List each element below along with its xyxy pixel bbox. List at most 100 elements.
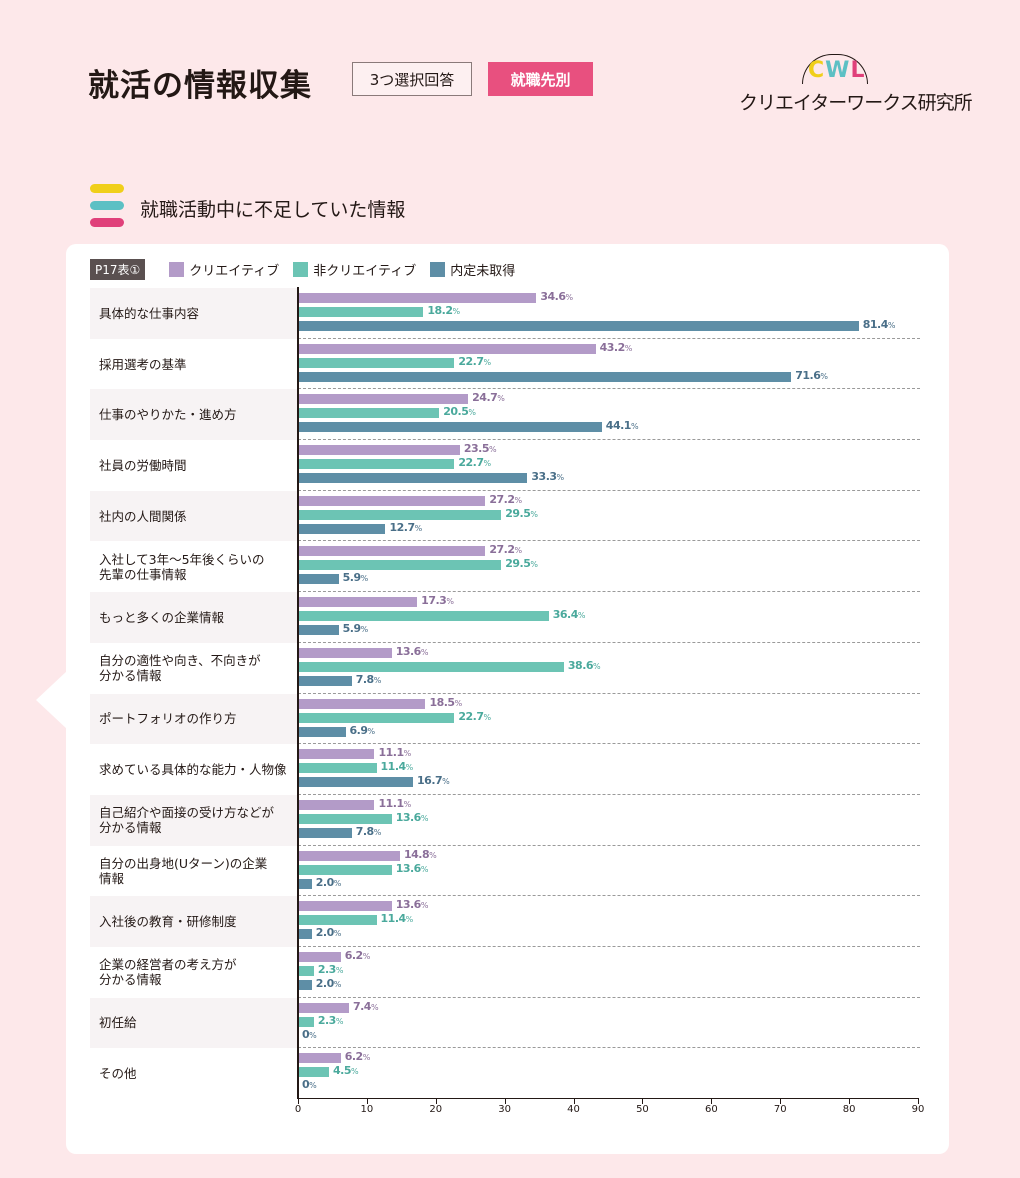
bar (298, 749, 375, 760)
bar (298, 523, 386, 534)
value-label: 7.8% (355, 824, 382, 838)
value-label: 27.2% (489, 543, 522, 557)
section-marker-icon (90, 184, 124, 235)
legend-item-non-creative: 非クリエイティブ (293, 260, 416, 279)
category-label: 仕事のやりかた・進め方 (90, 389, 297, 441)
bar (298, 698, 426, 709)
bar (298, 726, 346, 737)
bar (298, 293, 537, 303)
bar (298, 661, 564, 672)
bar (298, 371, 792, 382)
value-label: 0% (302, 1027, 317, 1041)
value-label: 5.9% (342, 571, 369, 585)
value-label: 11.1% (378, 796, 411, 810)
answer-type-tag: 3つ選択回答 (352, 62, 472, 96)
bar-group: 24.7% 20.5% 44.1% (298, 389, 920, 441)
x-tick-label: 30 (498, 1104, 512, 1115)
value-label: 29.5% (505, 557, 538, 571)
bar-group: 13.6% 38.6% 7.8% (298, 643, 920, 694)
bar (298, 763, 377, 774)
bar-group: 43.2% 22.7% 71.6% (298, 339, 920, 390)
value-label: 2.3% (317, 962, 344, 976)
bar-group: 13.6% 11.4% 2.0% (298, 896, 920, 947)
bar (298, 878, 312, 889)
bar (298, 597, 418, 608)
value-label: 22.7% (458, 456, 491, 470)
bar (298, 850, 400, 861)
value-label: 18.5% (429, 695, 462, 709)
value-label: 2.0% (315, 976, 342, 990)
x-tick-label: 0 (294, 1104, 302, 1115)
bar (298, 546, 486, 557)
value-label: 11.4% (380, 912, 414, 926)
value-label: 2.0% (315, 926, 342, 940)
x-tick-label: 80 (842, 1104, 856, 1115)
value-label: 2.3% (317, 1013, 344, 1027)
x-tick (642, 1099, 644, 1104)
value-label: 44.1% (605, 419, 639, 433)
card-pointer (36, 670, 68, 730)
bar (298, 321, 859, 331)
bar (298, 799, 375, 810)
bar (298, 1053, 341, 1064)
category-label: 入社後の教育・研修制度 (90, 896, 297, 947)
bar (298, 408, 440, 419)
category-label: 初任給 (90, 997, 297, 1049)
category-label: 採用選考の基準 (99, 356, 187, 372)
bar (298, 777, 414, 788)
bar (298, 422, 602, 433)
value-label: 27.2% (489, 492, 522, 506)
x-axis-ticks: 0 10 20 30 40 50 60 70 80 90 (294, 1099, 924, 1119)
bar (298, 965, 314, 976)
bar (298, 357, 455, 368)
cwl-logo: CWL クリエイターワークス研究所 (735, 50, 973, 120)
bar (298, 1002, 349, 1013)
legend-item-creative: クリエイティブ (169, 260, 279, 279)
bar (298, 951, 341, 962)
value-label: 20.5% (443, 405, 476, 419)
teal-bar-icon (90, 201, 124, 210)
bar-group: 27.2% 29.5% 5.9% (298, 541, 920, 593)
bar (298, 473, 528, 484)
value-label: 7.8% (355, 672, 382, 686)
value-label: 22.7% (458, 354, 491, 368)
category-labels: 具体的な仕事内容 採用選考の基準 仕事のやりかた・進め方 社員の労働時間 社内の人間関係… (90, 288, 297, 1099)
category-label: 自分の適性や向き、不向きが 分かる情報 (99, 653, 261, 684)
bar-group: 6.2% 4.5% 0% (298, 1048, 920, 1099)
logo-letters: CWL (808, 58, 866, 83)
value-label: 13.6% (395, 898, 429, 912)
x-tick-label: 20 (429, 1104, 443, 1115)
value-label: 38.6% (567, 658, 601, 672)
category-label: 入社して3年〜5年後くらいの 先輩の仕事情報 (99, 551, 265, 582)
value-label: 36.4% (552, 608, 586, 622)
pink-bar-icon (90, 218, 124, 227)
chart-legend: P17表① クリエイティブ 非クリエイティブ 内定未取得 (90, 259, 529, 280)
value-label: 33.3% (531, 470, 564, 484)
category-label: ポートフォリオの作り方 (90, 693, 297, 745)
legend-swatch-icon (430, 262, 446, 277)
bar (298, 915, 377, 926)
value-label: 6.9% (349, 723, 376, 737)
value-label: 14.8% (403, 847, 437, 861)
y-axis-line (297, 287, 299, 1099)
bar (298, 459, 455, 470)
value-label: 43.2% (599, 340, 633, 354)
bar (298, 625, 339, 636)
value-label: 11.4% (380, 760, 414, 774)
bar-group: 17.3% 36.4% 5.9% (298, 592, 920, 643)
bar (298, 307, 424, 317)
value-label: 12.7% (389, 520, 422, 534)
bar-group: 11.1% 11.4% 16.7% (298, 744, 920, 795)
x-tick (918, 1099, 919, 1104)
bar-plot-area: 34.6% 18.2% 81.4% 43.2% 22.7% 71.6% 24.7% 20.5%… (298, 288, 920, 1099)
value-label: 7.4% (352, 999, 379, 1013)
value-label: 13.6% (395, 810, 429, 824)
x-tick (366, 1099, 368, 1104)
x-tick (711, 1099, 713, 1104)
x-tick-label: 40 (567, 1104, 580, 1115)
value-label: 17.3% (421, 594, 454, 608)
value-label: 71.6% (795, 368, 828, 382)
value-label: 5.9% (342, 622, 369, 636)
value-label: 11.1% (378, 746, 411, 760)
x-tick (435, 1099, 437, 1104)
